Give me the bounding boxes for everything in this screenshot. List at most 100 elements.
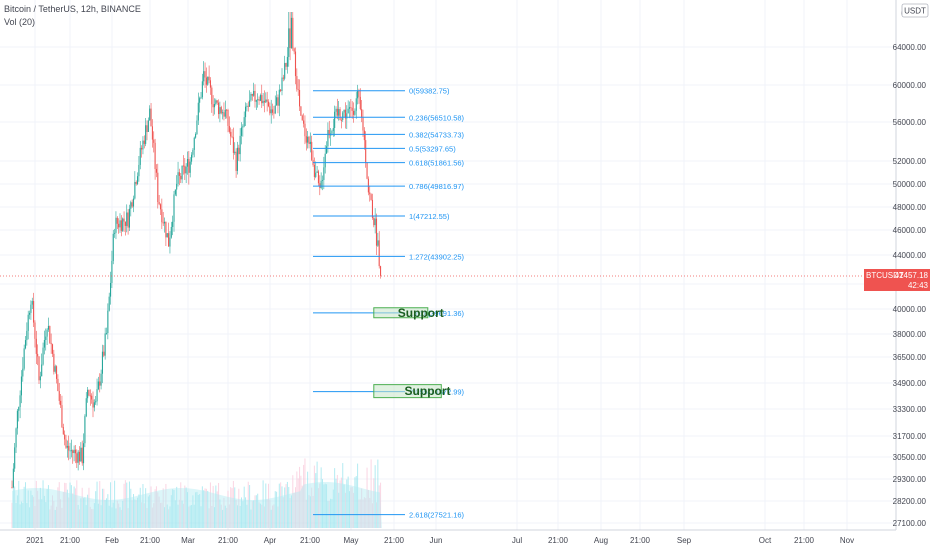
time-tick-label: Jul	[512, 536, 522, 545]
candle-body	[258, 99, 260, 101]
candle-body	[347, 108, 349, 114]
candle-body	[49, 325, 51, 343]
volume-bar	[234, 487, 236, 528]
volume-bar	[41, 499, 43, 528]
candle-body	[45, 336, 47, 340]
candle-body	[213, 104, 216, 108]
volume-bar	[196, 491, 198, 528]
candle-body	[281, 77, 283, 91]
volume-bar	[64, 482, 66, 528]
candle-body	[305, 136, 307, 143]
candle-body	[355, 98, 357, 111]
candle-body	[308, 136, 310, 144]
volume-bar	[79, 509, 80, 528]
volume-bar	[284, 487, 286, 528]
time-tick-label: Oct	[759, 536, 772, 545]
volume-bar	[238, 488, 240, 528]
volume-bar	[230, 487, 232, 528]
volume-bar	[35, 480, 37, 528]
candle-body	[26, 330, 28, 341]
candle-body	[365, 140, 367, 163]
candle-body	[253, 90, 255, 96]
volume-bar	[49, 509, 51, 528]
volume-bar	[11, 502, 13, 528]
price-tick-label: 33300.00	[893, 405, 927, 414]
volume-bar	[187, 492, 188, 528]
candle-body	[324, 153, 326, 168]
time-tick-label: Nov	[840, 536, 854, 545]
volume-bar	[223, 497, 225, 528]
candle-body	[137, 176, 139, 184]
time-tick-label: Feb	[105, 536, 119, 545]
candle-body	[188, 158, 190, 173]
candle-body	[380, 266, 382, 276]
candle-body	[257, 99, 259, 101]
volume-bar	[20, 501, 22, 528]
volume-bar	[272, 505, 274, 528]
time-axis[interactable]: 2021 21:00 Feb 21:00 Mar 21:00 Apr 21:00 May 21:0…	[26, 536, 854, 545]
volume-bar	[91, 509, 93, 528]
volume-bar	[251, 501, 253, 528]
volume-bar	[155, 486, 157, 528]
volume-bar	[266, 499, 268, 528]
candle-body	[289, 28, 291, 49]
volume-bar	[219, 499, 221, 528]
volume-bar	[177, 504, 179, 528]
volume-bar	[354, 477, 356, 528]
candle-body	[177, 172, 179, 184]
fib-level-label: 0.382(54733.73)	[409, 130, 465, 139]
candle-body	[110, 282, 112, 297]
candle-body	[138, 164, 140, 177]
candle-body	[65, 439, 67, 448]
chart-legend-symbol[interactable]: Bitcoin / TetherUS, 12h, BINANCE	[4, 4, 141, 14]
candle-body	[189, 161, 191, 173]
candle-body	[100, 373, 102, 386]
support-zones[interactable]: Support Support	[373, 306, 451, 399]
price-tick-label: 34900.00	[893, 379, 927, 388]
candle-body	[37, 353, 39, 357]
volume-bar	[92, 509, 94, 528]
candle-body	[105, 333, 108, 334]
volume-bar	[293, 492, 295, 528]
volume-bar	[119, 507, 121, 528]
volume-bar	[340, 477, 342, 528]
candle-body	[107, 310, 109, 334]
candle-body	[299, 90, 301, 107]
candle-body	[92, 399, 94, 408]
candle-body	[236, 147, 238, 171]
fib-level-label: 0.236(56510.58)	[409, 113, 465, 122]
volume-bar	[178, 499, 180, 528]
candlesticks[interactable]	[11, 12, 382, 489]
support-zone[interactable]	[373, 307, 429, 319]
volume-bar	[170, 495, 172, 528]
volume-bar	[65, 483, 67, 528]
candle-body	[315, 172, 317, 177]
candle-body	[320, 180, 322, 189]
volume-bars	[11, 458, 382, 528]
volume-bar	[118, 503, 120, 528]
candle-body	[73, 449, 75, 454]
volume-bar	[34, 506, 36, 528]
candle-body	[127, 212, 129, 228]
support-zone[interactable]	[373, 384, 442, 399]
volume-bar	[106, 498, 107, 528]
volume-bar	[112, 502, 114, 528]
candle-body	[162, 222, 164, 224]
volume-bar	[108, 505, 110, 528]
candle-body	[239, 135, 241, 155]
chart-legend-volume[interactable]: Vol (20)	[4, 17, 36, 27]
volume-bar	[214, 507, 215, 528]
candle-body	[103, 351, 105, 356]
volume-bar	[15, 502, 17, 528]
volume-bar	[69, 482, 71, 528]
candle-body	[132, 198, 135, 207]
volume-bar	[135, 500, 137, 528]
candle-body	[251, 94, 253, 96]
volume-bar	[297, 478, 299, 528]
currency-badge[interactable]: USDT	[901, 3, 929, 18]
volume-bar	[296, 471, 298, 528]
candle-body	[70, 450, 72, 452]
volume-bar	[236, 505, 238, 528]
candle-body	[159, 204, 162, 210]
